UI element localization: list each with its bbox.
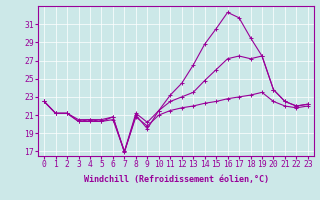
- X-axis label: Windchill (Refroidissement éolien,°C): Windchill (Refroidissement éolien,°C): [84, 175, 268, 184]
